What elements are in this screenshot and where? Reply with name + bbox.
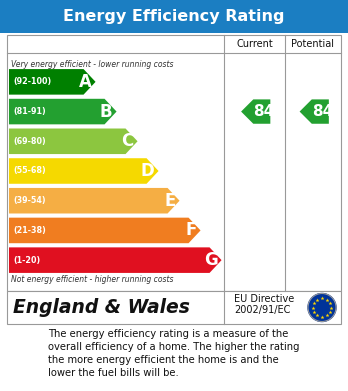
Polygon shape bbox=[9, 248, 222, 273]
Polygon shape bbox=[9, 188, 180, 213]
Bar bbox=[0, 0, 348, 33]
Text: (21-38): (21-38) bbox=[13, 226, 46, 235]
Text: Not energy efficient - higher running costs: Not energy efficient - higher running co… bbox=[11, 274, 174, 283]
Text: B: B bbox=[100, 102, 112, 120]
Text: A: A bbox=[79, 73, 92, 91]
Text: (1-20): (1-20) bbox=[13, 256, 40, 265]
Text: Very energy efficient - lower running costs: Very energy efficient - lower running co… bbox=[11, 60, 174, 69]
Text: England & Wales: England & Wales bbox=[13, 298, 190, 317]
Text: Energy Efficiency Rating: Energy Efficiency Rating bbox=[63, 9, 285, 24]
Text: 84: 84 bbox=[254, 104, 275, 119]
Text: D: D bbox=[141, 162, 155, 180]
Text: The energy efficiency rating is a measure of the
overall efficiency of a home. T: The energy efficiency rating is a measur… bbox=[48, 329, 300, 378]
Bar bbox=[7, 35, 341, 291]
Text: EU Directive
2002/91/EC: EU Directive 2002/91/EC bbox=[234, 294, 294, 315]
Polygon shape bbox=[9, 69, 96, 95]
Text: (39-54): (39-54) bbox=[13, 196, 46, 205]
Polygon shape bbox=[300, 99, 329, 124]
Text: C: C bbox=[121, 132, 134, 150]
Text: E: E bbox=[164, 192, 175, 210]
Circle shape bbox=[308, 294, 336, 321]
Text: (81-91): (81-91) bbox=[13, 107, 46, 116]
Polygon shape bbox=[9, 218, 200, 243]
Text: 84: 84 bbox=[312, 104, 333, 119]
Text: Current: Current bbox=[236, 39, 273, 49]
Text: (92-100): (92-100) bbox=[13, 77, 51, 86]
Text: Potential: Potential bbox=[292, 39, 334, 49]
Polygon shape bbox=[241, 99, 270, 124]
Bar bbox=[7, 291, 341, 324]
Polygon shape bbox=[9, 129, 137, 154]
Text: F: F bbox=[185, 221, 197, 239]
Text: (69-80): (69-80) bbox=[13, 137, 46, 146]
Text: G: G bbox=[204, 251, 218, 269]
Polygon shape bbox=[9, 158, 159, 184]
Text: (55-68): (55-68) bbox=[13, 167, 46, 176]
Polygon shape bbox=[9, 99, 117, 124]
